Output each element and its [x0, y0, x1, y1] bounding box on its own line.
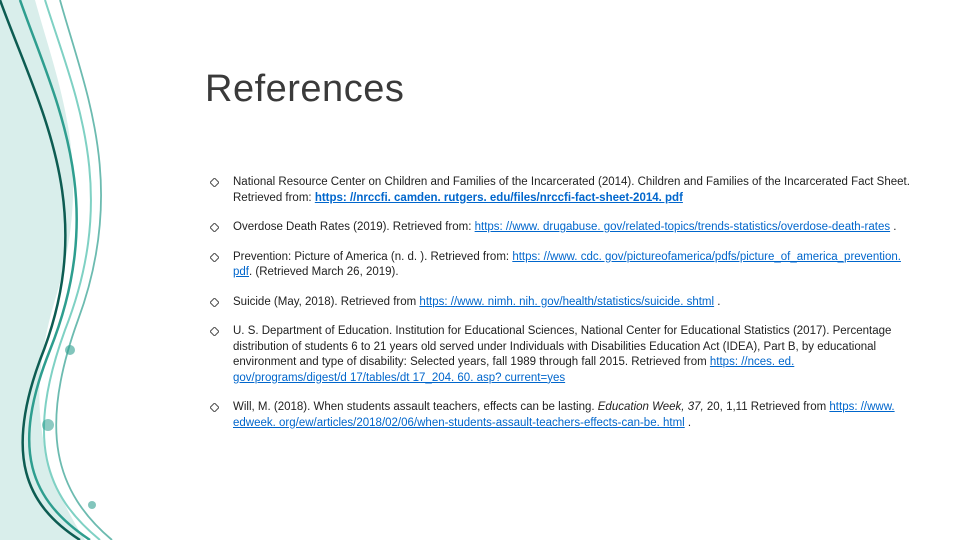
reference-text-post: .	[685, 417, 691, 429]
reference-body: Suicide (May, 2018). Retrieved from http…	[233, 295, 910, 311]
decorative-waves	[0, 0, 170, 540]
reference-item: Suicide (May, 2018). Retrieved from http…	[210, 295, 910, 311]
reference-body: National Resource Center on Children and…	[233, 175, 910, 206]
reference-text-post: .	[890, 221, 896, 233]
bullet-diamond-icon	[210, 403, 219, 412]
reference-text-post: .	[714, 296, 720, 308]
page-title: References	[205, 68, 404, 111]
reference-link[interactable]: https: //nrccfi. camden. rutgers. edu/fi…	[315, 192, 683, 204]
reference-text-pre-2: 20, 1,11 Retrieved from	[704, 401, 830, 413]
reference-item: Will, M. (2018). When students assault t…	[210, 400, 910, 431]
reference-text-pre: Overdose Death Rates (2019). Retrieved f…	[233, 221, 475, 233]
bullet-diamond-icon	[210, 298, 219, 307]
reference-body: U. S. Department of Education. Instituti…	[233, 324, 910, 386]
bullet-diamond-icon	[210, 327, 219, 336]
bullet-diamond-icon	[210, 253, 219, 262]
reference-item: U. S. Department of Education. Instituti…	[210, 324, 910, 386]
reference-link[interactable]: https: //www. nimh. nih. gov/health/stat…	[419, 296, 714, 308]
slide: References National Resource Center on C…	[0, 0, 960, 540]
reference-link[interactable]: https: //www. drugabuse. gov/related-top…	[475, 221, 890, 233]
reference-body: Will, M. (2018). When students assault t…	[233, 400, 910, 431]
reference-item: Prevention: Picture of America (n. d. ).…	[210, 250, 910, 281]
reference-body: Overdose Death Rates (2019). Retrieved f…	[233, 220, 910, 236]
bullet-diamond-icon	[210, 178, 219, 187]
reference-text-pre-1: Will, M. (2018). When students assault t…	[233, 401, 598, 413]
reference-item: Overdose Death Rates (2019). Retrieved f…	[210, 220, 910, 236]
bullet-diamond-icon	[210, 223, 219, 232]
reference-text-pre: Prevention: Picture of America (n. d. ).…	[233, 251, 512, 263]
references-list: National Resource Center on Children and…	[210, 175, 910, 445]
reference-item: National Resource Center on Children and…	[210, 175, 910, 206]
reference-text-post: . (Retrieved March 26, 2019).	[249, 266, 399, 278]
reference-text-pre: Suicide (May, 2018). Retrieved from	[233, 296, 419, 308]
reference-body: Prevention: Picture of America (n. d. ).…	[233, 250, 910, 281]
reference-italic: Education Week, 37,	[598, 401, 704, 413]
